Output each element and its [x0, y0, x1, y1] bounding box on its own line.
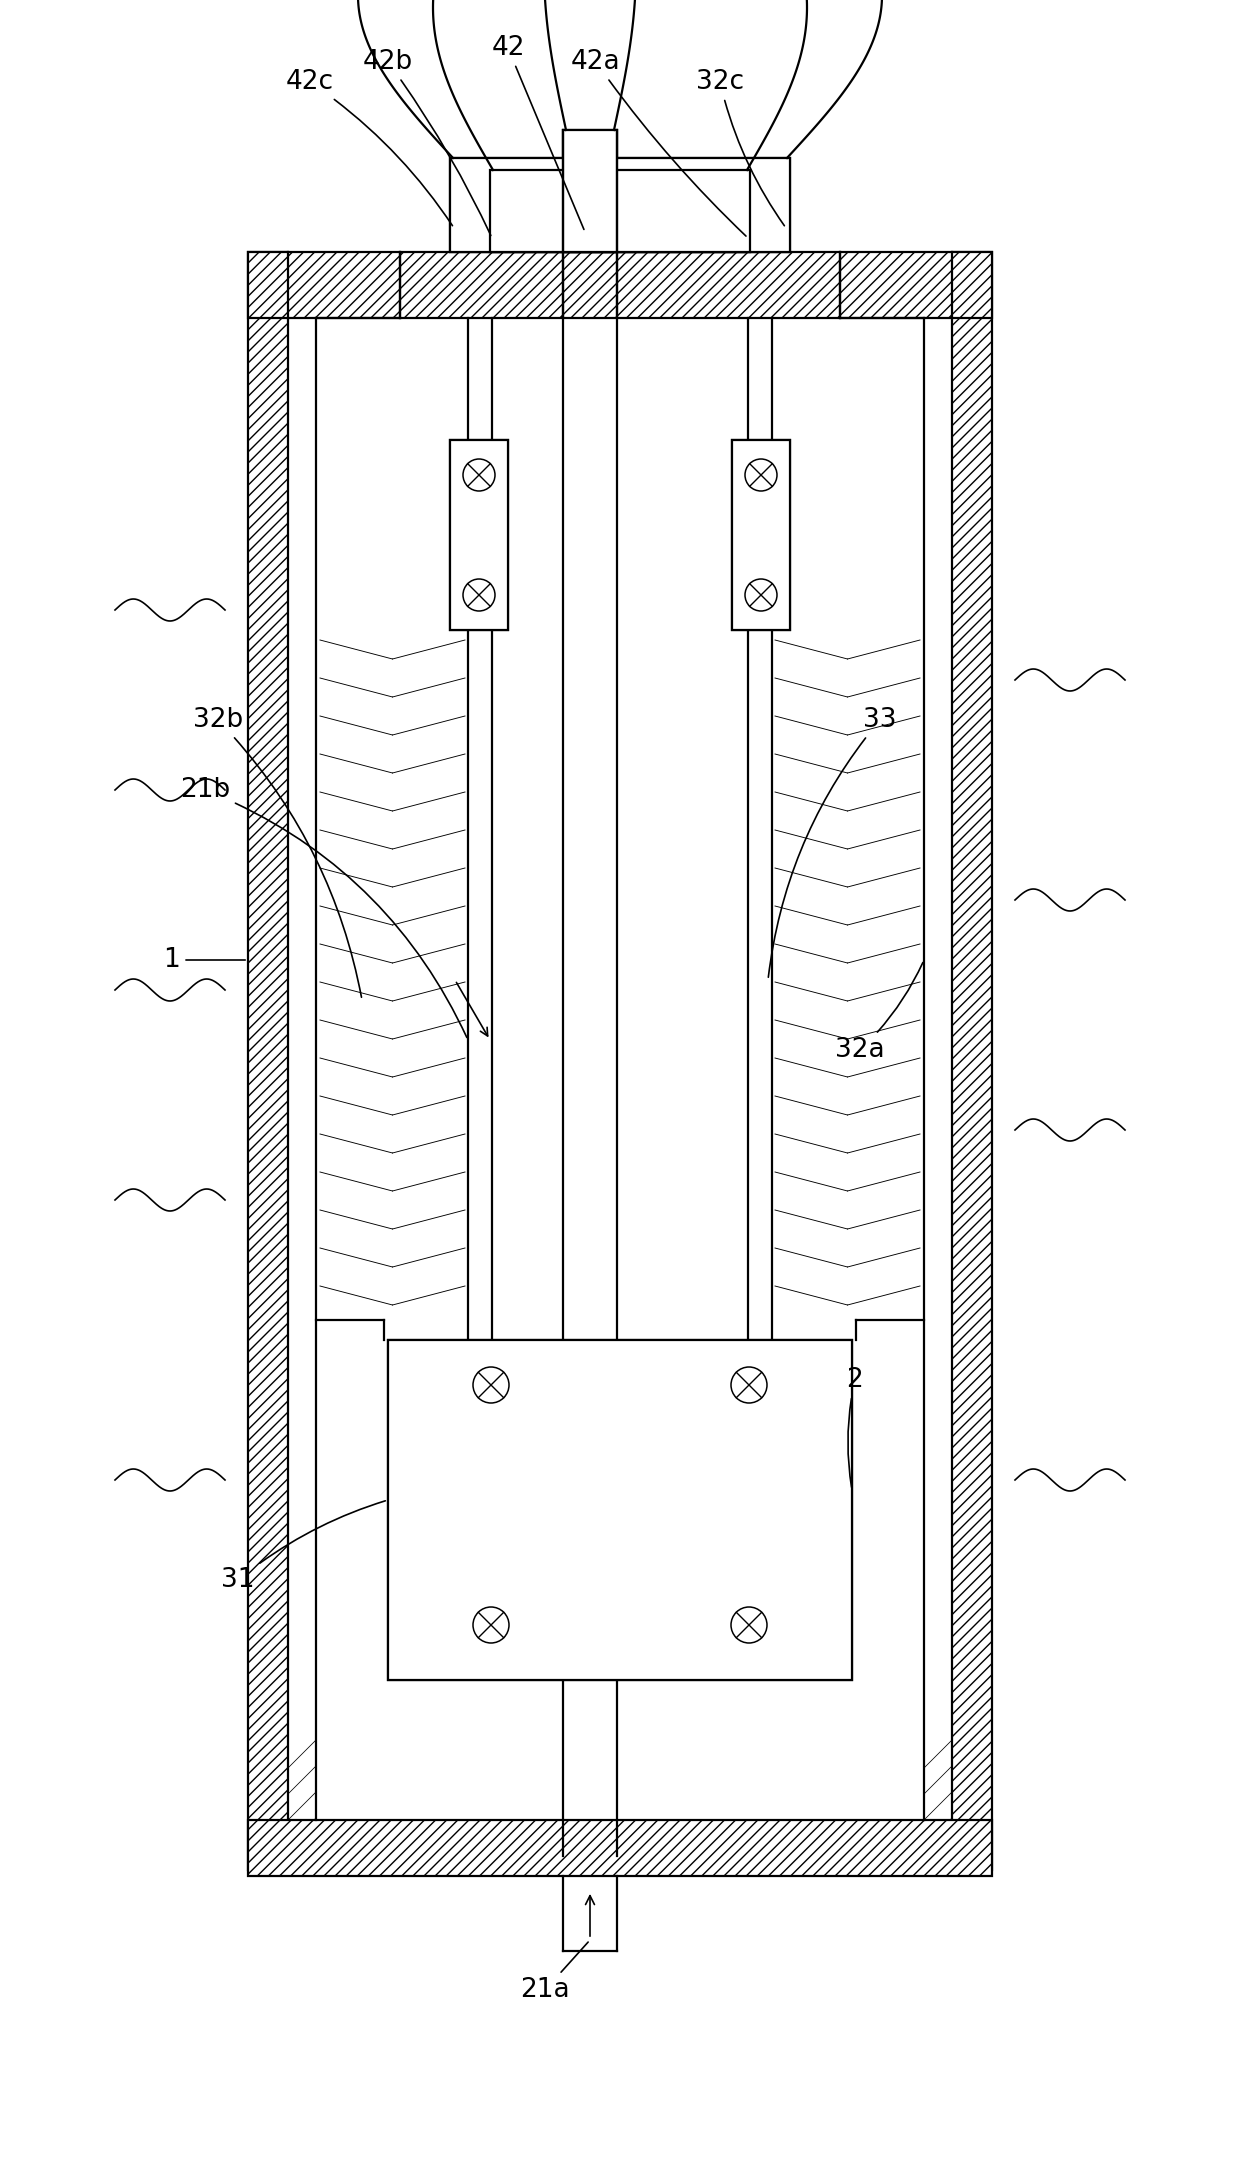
Bar	[490, 169, 750, 251]
Text: 1: 1	[164, 947, 246, 973]
Bar	[450, 440, 508, 631]
Bar	[248, 251, 288, 1871]
Text: 32b: 32b	[193, 707, 362, 997]
Bar	[450, 440, 508, 631]
Text: 42: 42	[491, 35, 584, 230]
Bar	[248, 251, 992, 319]
Bar	[732, 440, 790, 631]
Text: 32a: 32a	[836, 963, 923, 1062]
Bar	[248, 1819, 992, 1875]
Text: 42c: 42c	[286, 69, 453, 225]
Bar	[450, 158, 790, 251]
Bar	[563, 130, 618, 251]
Text: 21a: 21a	[521, 1943, 588, 2003]
Bar	[388, 1340, 852, 1680]
Bar	[490, 169, 750, 251]
Bar	[563, 130, 618, 251]
Bar	[388, 1340, 852, 1680]
Text: 21b: 21b	[180, 776, 466, 1038]
Text: 2: 2	[847, 1368, 863, 1487]
Text: 42b: 42b	[363, 50, 491, 236]
Bar	[732, 440, 790, 631]
Text: 32c: 32c	[696, 69, 785, 225]
Text: 42a: 42a	[572, 50, 746, 236]
Bar	[450, 158, 790, 251]
Bar	[952, 251, 992, 1871]
Text: 33: 33	[769, 707, 897, 978]
Text: 31: 31	[221, 1500, 386, 1593]
